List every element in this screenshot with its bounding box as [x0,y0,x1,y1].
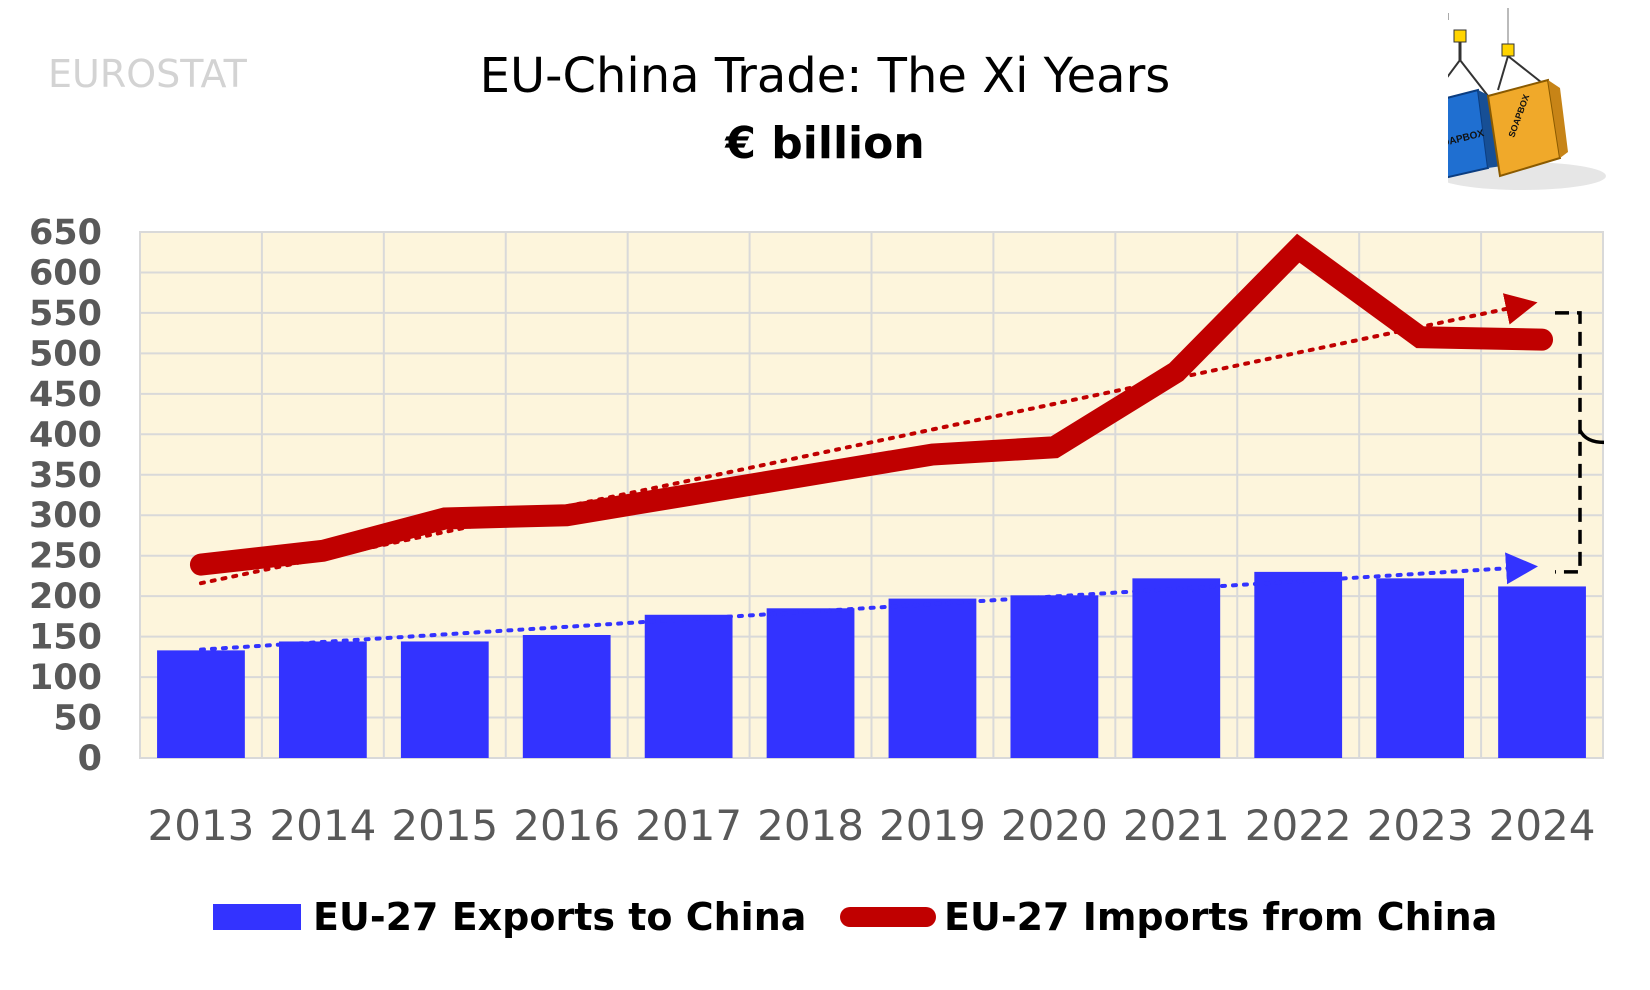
y-tick-label: 600 [29,253,102,293]
y-tick-label: 450 [29,375,102,415]
y-tick-label: 500 [29,334,102,374]
bar-exports [278,641,367,758]
y-tick-label: 300 [29,496,102,536]
x-tick-label: 2021 [1123,801,1230,850]
y-tick-label: 50 [53,699,102,739]
bar-exports [522,634,611,758]
bar-exports [400,641,489,758]
y-tick-label: 650 [29,213,102,253]
x-tick-label: 2020 [1001,801,1108,850]
x-tick-label: 2018 [757,801,864,850]
legend-swatch-exports [213,904,301,930]
trendline-imports [198,293,1538,586]
gap-bracket [1555,311,1582,574]
trendline-exports [198,552,1538,652]
legend-label-exports: EU-27 Exports to China [313,895,807,939]
chart-subtitle: € billion [725,118,925,169]
x-tick-label: 2015 [391,801,498,850]
source-label: EUROSTAT [48,52,247,96]
x-tick-label: 2019 [879,801,986,850]
x-tick-label: 2016 [513,801,620,850]
x-tick-label: 2017 [635,801,742,850]
x-tick-label: 2013 [148,801,255,850]
bar-exports [1498,586,1586,758]
x-tick-label: 2014 [269,801,376,850]
y-tick-label: 350 [29,456,102,496]
bar-exports [888,598,977,758]
legend-label-imports: EU-27 Imports from China [944,895,1498,939]
chart-title: EU-China Trade: The Xi Years [479,48,1171,104]
bar-exports [1132,578,1221,758]
y-tick-label: 0 [78,739,102,779]
line-imports [189,233,1554,576]
gap-bracket-tip [1578,429,1605,445]
bar-exports [1010,595,1099,758]
x-tick-label: 2024 [1489,801,1596,850]
y-tick-label: 250 [29,537,102,577]
legend-item-exports: EU-27 Exports to China [213,895,806,939]
x-tick-label: 2023 [1367,801,1474,850]
chart-legend: EU-27 Exports to China EU-27 Imports fro… [0,895,1650,955]
bar-exports [1376,578,1465,758]
legend-item-imports: EU-27 Imports from China [840,895,1497,939]
bar-exports [1254,571,1343,758]
y-tick-label: 400 [29,415,102,455]
y-tick-label: 200 [29,577,102,617]
y-tick-label: 100 [29,658,102,698]
bar-exports [157,650,245,758]
bar-exports [644,614,733,758]
legend-swatch-imports [840,907,936,927]
y-tick-label: 150 [29,618,102,658]
x-tick-label: 2022 [1245,801,1352,850]
y-tick-label: 550 [29,294,102,334]
bar-exports [766,608,855,758]
